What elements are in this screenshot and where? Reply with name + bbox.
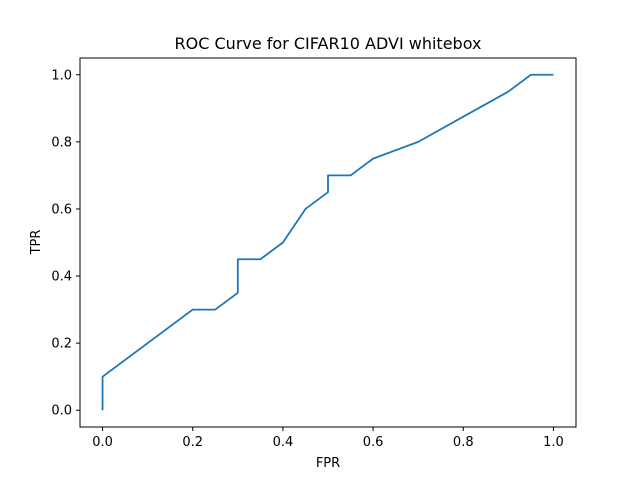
y-tick-label: 0.8 (51, 135, 72, 150)
roc-series-line-0 (101, 73, 554, 411)
chart-title: ROC Curve for CIFAR10 ADVI whitebox (175, 34, 482, 53)
y-tick-label: 0.0 (51, 404, 72, 419)
x-axis-label: FPR (316, 456, 340, 471)
x-tick-label: 0.0 (92, 435, 113, 450)
x-tick-label: 0.6 (363, 435, 384, 450)
x-tick-label: 0.4 (273, 435, 294, 450)
x-tick-label: 0.8 (453, 435, 474, 450)
y-axis-label: TPR (29, 230, 44, 256)
axes-frame (79, 57, 577, 428)
x-tick-label: 0.2 (182, 435, 203, 450)
y-tick-label: 0.4 (51, 270, 72, 285)
series-layer (101, 73, 554, 411)
x-axis-ticks: 0.0 0.2 0.4 0.6 0.8 1.0 (92, 427, 564, 450)
y-axis-ticks: 0.0 0.2 0.4 0.6 0.8 1.0 (51, 68, 80, 419)
y-tick-label: 0.2 (51, 337, 72, 352)
y-tick-label: 0.6 (51, 202, 72, 217)
y-tick-label: 1.0 (51, 68, 72, 83)
x-tick-label: 1.0 (543, 435, 564, 450)
plot-area: 0.0 0.2 0.4 0.6 0.8 1.0 0.0 0.2 0.4 0.6 0.8 1.0 (51, 57, 577, 450)
